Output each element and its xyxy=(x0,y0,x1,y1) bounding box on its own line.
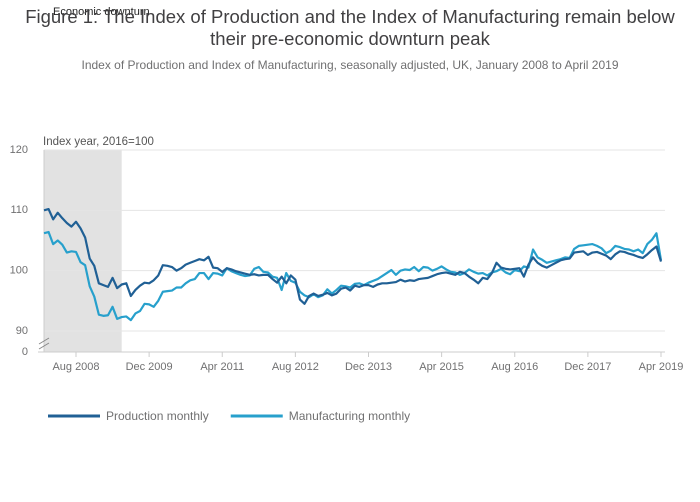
y-tick-label: 120 xyxy=(10,144,28,156)
x-tick-label: Apr 2011 xyxy=(200,361,244,373)
y-tick-label: 0 xyxy=(22,346,28,358)
legend-label: Production monthly xyxy=(106,409,209,423)
axis-break xyxy=(38,342,50,350)
x-tick-label: Dec 2017 xyxy=(564,361,611,373)
x-tick-label: Dec 2009 xyxy=(126,361,173,373)
shaded-region xyxy=(44,150,122,352)
chart-title: Figure 1: The Index of Production and th… xyxy=(25,6,675,49)
legend-label: Manufacturing monthly xyxy=(289,409,410,423)
x-tick-label: Dec 2013 xyxy=(345,361,392,373)
y-tick-label: 100 xyxy=(10,265,28,277)
shade-label: Economic downturn xyxy=(53,6,150,18)
y-tick-label: 90 xyxy=(16,325,28,337)
series-line xyxy=(43,208,663,305)
x-tick-label: Aug 2012 xyxy=(272,361,319,373)
y-tick-label: 110 xyxy=(10,204,28,216)
x-tick-label: Apr 2015 xyxy=(419,361,464,373)
series-line xyxy=(43,230,663,322)
x-tick-label: Aug 2008 xyxy=(52,361,99,373)
y-axis-title: Index year, 2016=100 xyxy=(43,136,154,148)
x-tick-label: Apr 2019 xyxy=(639,361,684,373)
axis-break xyxy=(38,337,50,345)
x-tick-label: Aug 2016 xyxy=(491,361,538,373)
chart-subtitle: Index of Production and Index of Manufac… xyxy=(81,58,619,72)
